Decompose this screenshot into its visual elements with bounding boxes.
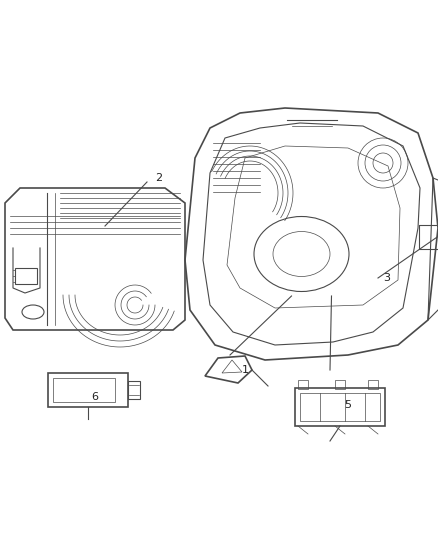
Text: 2: 2 (155, 173, 162, 183)
Bar (298, 380, 308, 389)
Bar (128, 381, 140, 399)
Bar (335, 380, 345, 389)
Text: 3: 3 (383, 273, 390, 283)
Bar (53, 378, 115, 402)
Text: 5: 5 (345, 400, 352, 410)
Bar (368, 380, 378, 389)
Bar (300, 393, 380, 421)
Text: 6: 6 (92, 392, 99, 402)
Bar (15, 268, 37, 284)
Text: 1: 1 (242, 365, 249, 375)
Bar (48, 373, 128, 407)
Bar (295, 388, 385, 426)
